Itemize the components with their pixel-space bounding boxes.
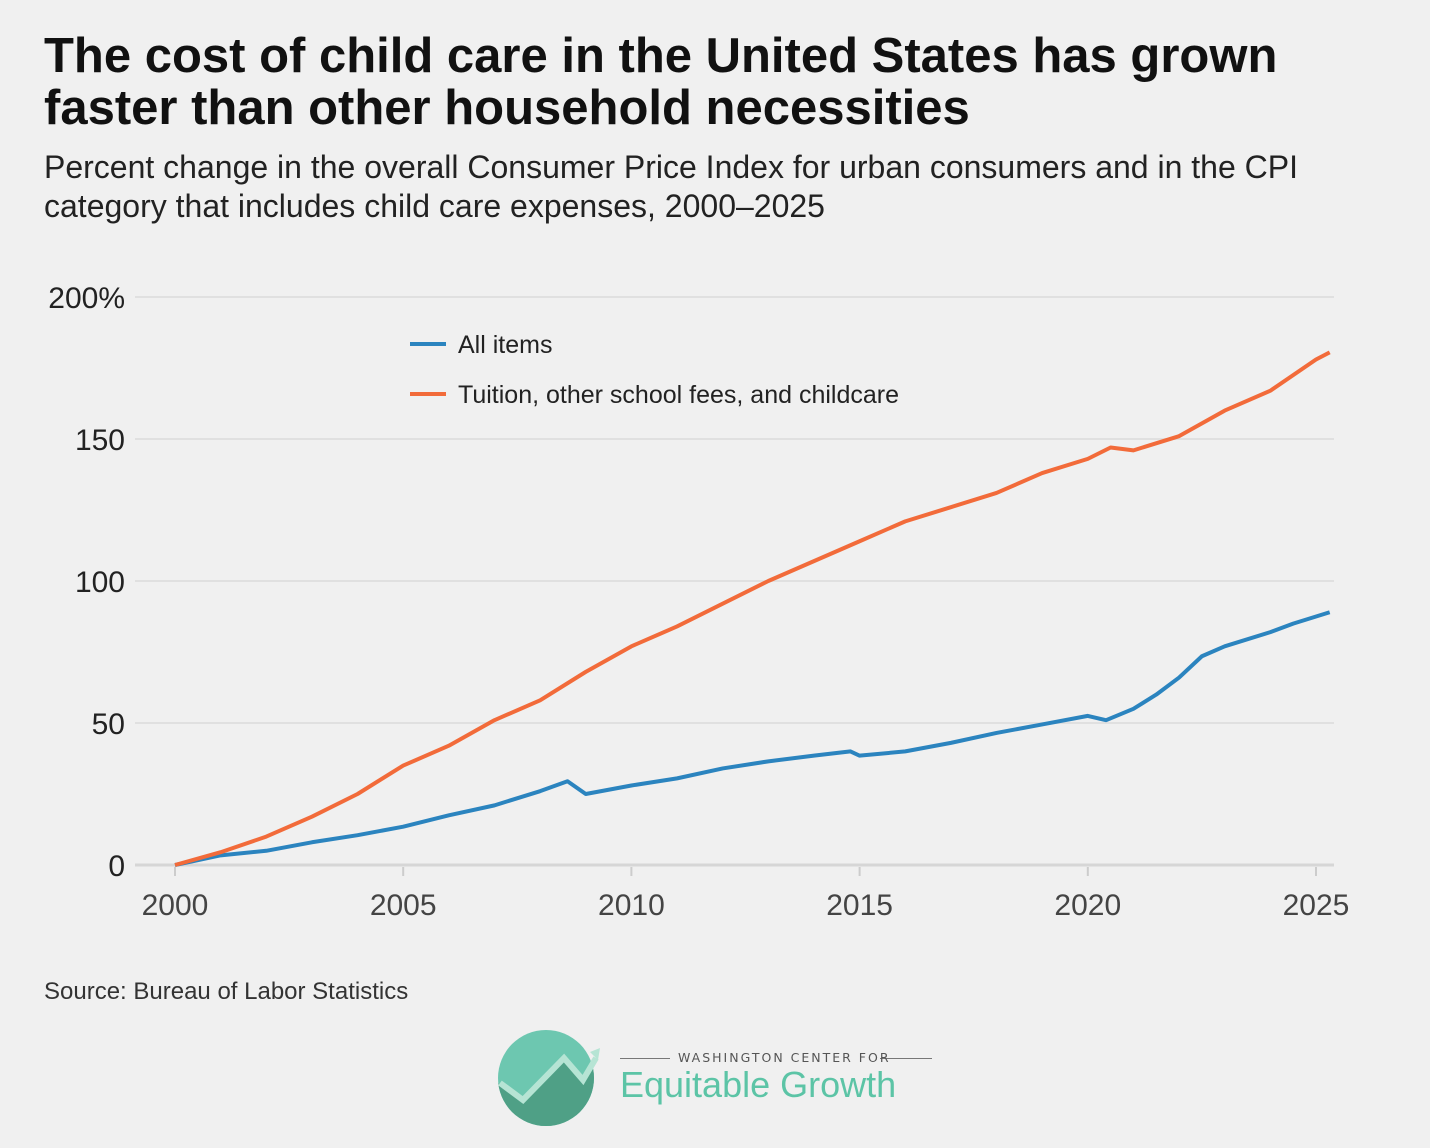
source-note: Source: Bureau of Labor Statistics [44,978,409,1005]
x-tick-label: 2010 [598,889,665,922]
legend-label-tuition: Tuition, other school fees, and childcar… [458,381,899,409]
chart-subtitle: Percent change in the overall Consumer P… [44,149,1298,224]
series-line-tuition [174,350,1331,867]
x-tick-label: 2005 [370,889,437,922]
y-tick-label: 200% [48,282,125,315]
series-line-all-items [174,610,1331,867]
y-tick-label: 0 [108,850,125,883]
logo-name: Equitable Growth [620,1064,897,1105]
x-tick-label: 2025 [1283,889,1350,922]
equitable-growth-logo: WASHINGTON CENTER FOR Equitable Growth [498,1028,938,1128]
y-tick-label: 100 [75,566,125,599]
y-tick-label: 50 [92,708,125,741]
legend-label-all-items: All items [458,331,552,359]
chart-title: The cost of child care in the United Sta… [44,29,1278,135]
logo-tagline: WASHINGTON CENTER FOR [678,1050,891,1065]
legend: All items Tuition, other school fees, an… [410,331,899,409]
x-tick-label: 2015 [826,889,893,922]
y-tick-label: 150 [75,424,125,457]
line-chart: 0 50 100 150 200% 2000 2005 2010 2015 2020 2025 Al… [48,282,1350,922]
logo-mark-icon [498,1030,600,1126]
x-tick-label: 2020 [1054,889,1121,922]
x-tick-label: 2000 [142,889,209,922]
